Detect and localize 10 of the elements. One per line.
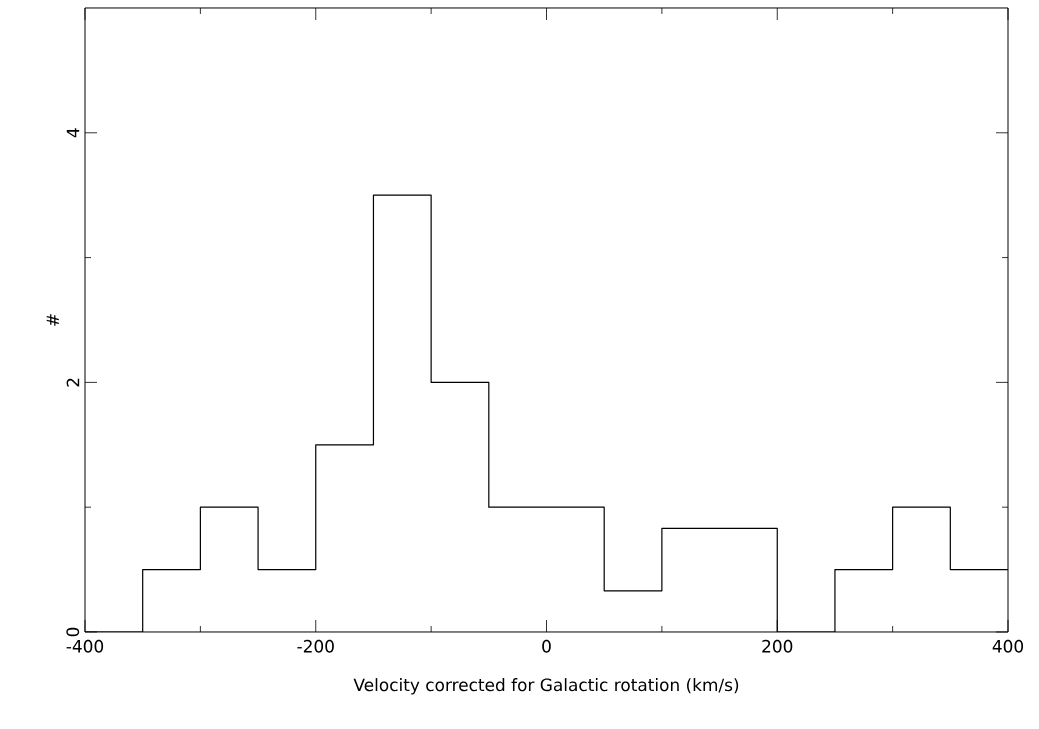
y-tick-label: 0 — [66, 627, 80, 637]
y-tick-label: 2 — [66, 378, 80, 387]
x-tick-label: -400 — [66, 639, 104, 653]
y-tick-label: 4 — [66, 128, 80, 138]
y-axis-title: # — [46, 314, 59, 326]
x-tick-label: -200 — [297, 639, 334, 653]
x-axis-title: Velocity corrected for Galactic rotation (km/s) — [353, 678, 739, 695]
x-tick-label: 400 — [992, 639, 1024, 653]
x-tick-label: 200 — [762, 639, 793, 653]
x-tick-label: 0 — [542, 639, 551, 653]
